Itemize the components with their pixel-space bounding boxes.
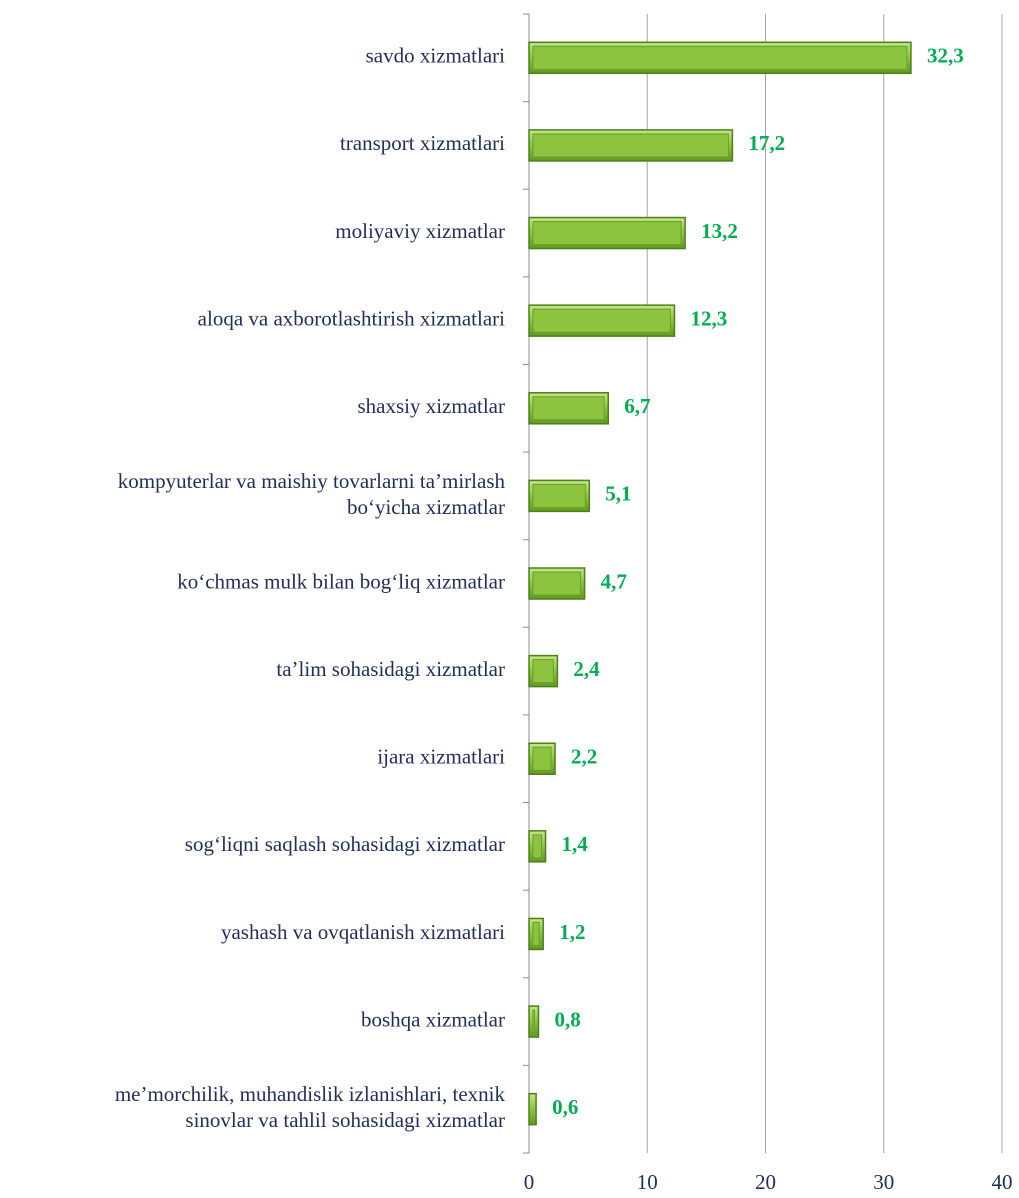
bar-bevel (532, 221, 682, 246)
bar-bevel (532, 483, 586, 508)
x-tick-label: 40 (992, 1170, 1013, 1194)
bar-bevel (532, 921, 540, 946)
x-tick-label: 20 (755, 1170, 776, 1194)
data-label: 0,8 (554, 1007, 580, 1031)
bar-bevel (532, 133, 729, 158)
bar-bevel (532, 571, 582, 596)
bar-bevel (532, 659, 554, 684)
x-tick-label: 30 (873, 1170, 894, 1194)
bar-bevel (532, 834, 543, 859)
data-label: 2,2 (571, 745, 597, 769)
data-label: 5,1 (605, 482, 631, 506)
y-tick-label: ko‘chmas mulk bilan bog‘liq xizmatlar (177, 569, 505, 593)
y-tick-label: shaxsiy xizmatlar (357, 394, 505, 418)
data-label: 4,7 (601, 569, 627, 593)
data-label: 1,4 (562, 832, 589, 856)
y-tick-label: ta’lim sohasidagi xizmatlar (276, 657, 505, 681)
data-label: 1,2 (559, 920, 585, 944)
data-label: 13,2 (701, 219, 738, 243)
y-tick-label: sog‘liqni saqlash sohasidagi xizmatlar (185, 832, 505, 856)
bar-bevel (532, 45, 908, 70)
y-tick-label: ijara xizmatlari (377, 745, 505, 769)
data-label: 32,3 (927, 44, 964, 68)
bar-bevel (532, 746, 552, 771)
y-tick-label: aloqa va axborotlashtirish xizmatlari (198, 306, 505, 330)
data-label: 2,4 (573, 657, 600, 681)
y-tick-label: me’morchilik, muhandislik izlanishlari, … (115, 1082, 506, 1132)
data-label: 17,2 (748, 131, 785, 155)
y-tick-label: kompyuterlar va maishiy tovarlarni ta’mi… (118, 469, 506, 519)
x-tick-label: 0 (524, 1170, 535, 1194)
data-label: 0,6 (552, 1095, 578, 1119)
y-tick-label: moliyaviy xizmatlar (335, 219, 505, 243)
y-tick-label: boshqa xizmatlar (361, 1007, 505, 1031)
y-tick-label: transport xizmatlari (340, 131, 505, 155)
bar-bevel (532, 1009, 535, 1034)
data-label: 6,7 (624, 394, 650, 418)
bar-bevel (532, 308, 671, 333)
bar-bevel (532, 396, 605, 421)
x-tick-label: 10 (637, 1170, 658, 1194)
bar (528, 1092, 537, 1126)
y-tick-label: yashash va ovqatlanish xizmatlari (221, 920, 505, 944)
data-label: 12,3 (690, 306, 727, 330)
y-tick-label: savdo xizmatlari (366, 44, 506, 68)
